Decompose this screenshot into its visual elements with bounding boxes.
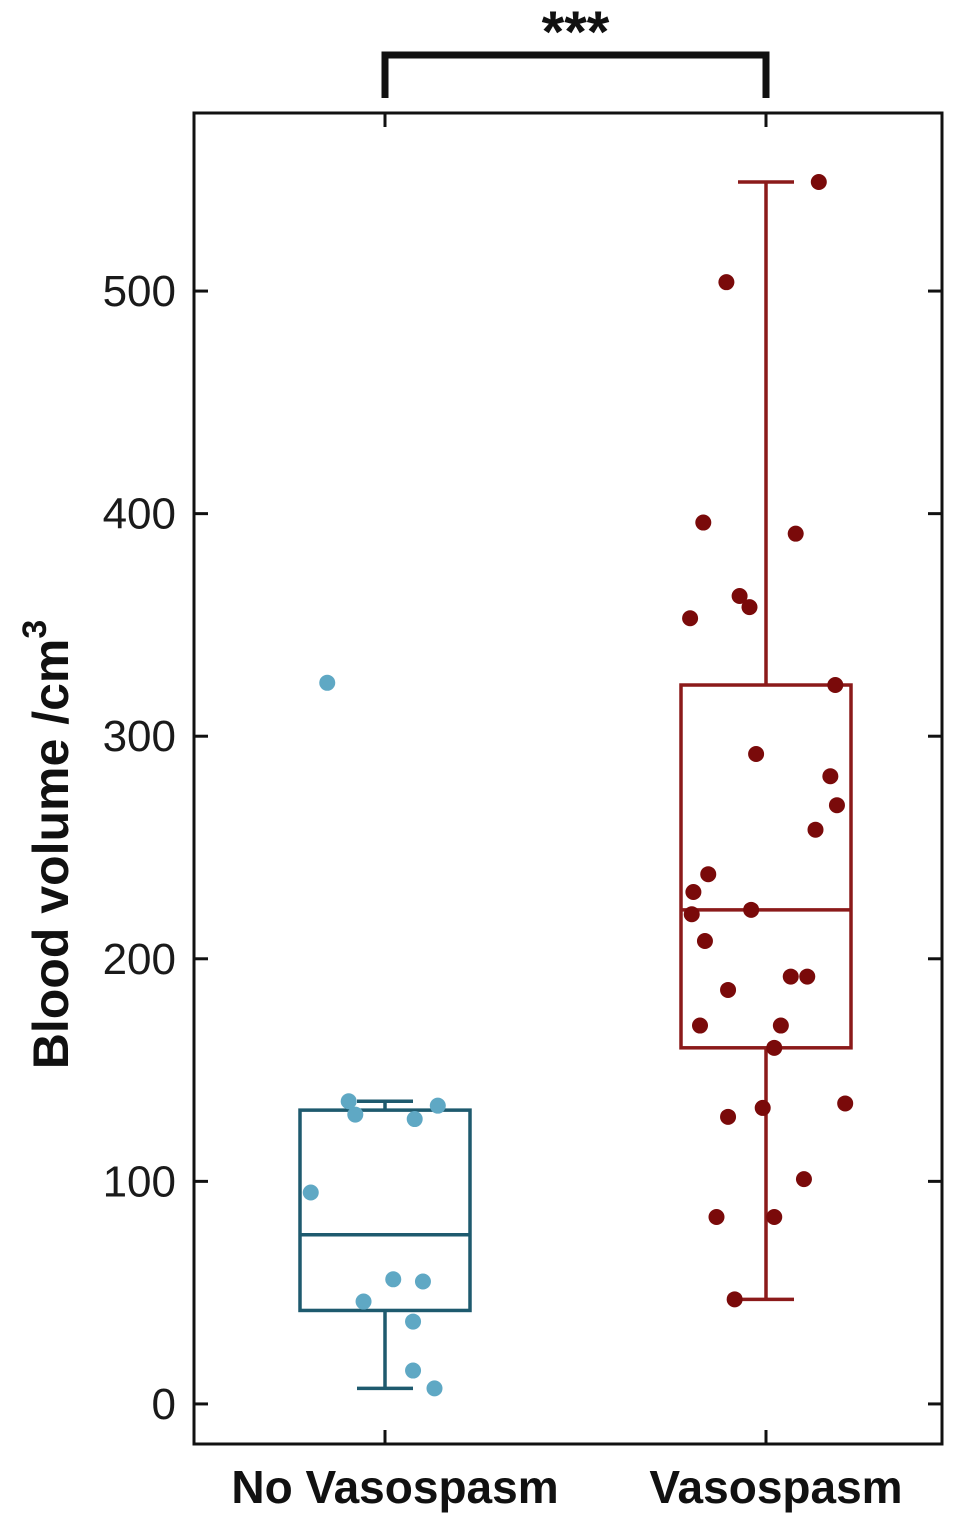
data-point bbox=[405, 1313, 422, 1330]
data-point bbox=[708, 1208, 725, 1225]
data-point bbox=[720, 981, 737, 998]
data-point bbox=[385, 1271, 402, 1288]
data-point bbox=[414, 1273, 431, 1290]
y-tick-label: 100 bbox=[103, 1157, 176, 1206]
plot-frame bbox=[192, 111, 944, 1446]
y-tick-label: 300 bbox=[103, 712, 176, 761]
data-point bbox=[319, 674, 336, 691]
y-tick-label: 500 bbox=[103, 267, 176, 316]
data-point bbox=[827, 677, 844, 694]
y-axis-label: Blood volume /cm3 bbox=[16, 620, 79, 1070]
data-point bbox=[685, 884, 702, 901]
significance-bracket bbox=[381, 51, 770, 98]
data-point bbox=[718, 274, 735, 291]
x-category-label: No Vasospasm bbox=[231, 1461, 558, 1513]
data-point bbox=[795, 1171, 812, 1188]
data-point bbox=[683, 906, 700, 923]
data-point bbox=[810, 173, 827, 190]
data-point bbox=[429, 1097, 446, 1114]
y-axis-label-text: Blood volume /cm bbox=[23, 639, 79, 1070]
data-point bbox=[347, 1106, 364, 1123]
data-point bbox=[787, 525, 804, 542]
data-point bbox=[828, 797, 845, 814]
data-point bbox=[822, 768, 839, 785]
box-group-vasospasm bbox=[679, 173, 854, 1308]
significance-layer: *** bbox=[381, 0, 770, 98]
data-point bbox=[426, 1380, 443, 1397]
data-point bbox=[302, 1184, 319, 1201]
box-group-no-vasospasm bbox=[298, 674, 472, 1397]
y-tick-label: 400 bbox=[103, 490, 176, 539]
axes: 0 100 200 300 400 500 No Vasospasm Vasospasm bbox=[103, 111, 944, 1513]
data-point bbox=[355, 1293, 372, 1310]
data-point bbox=[696, 932, 713, 949]
iqr-box bbox=[679, 683, 853, 1050]
data-point bbox=[782, 968, 799, 985]
data-point bbox=[700, 866, 717, 883]
data-point bbox=[837, 1095, 854, 1112]
data-point bbox=[720, 1108, 737, 1125]
data-point bbox=[731, 587, 748, 604]
plot-area bbox=[298, 173, 854, 1397]
data-point bbox=[406, 1111, 423, 1128]
x-category-label: Vasospasm bbox=[649, 1461, 902, 1513]
data-point bbox=[741, 599, 758, 616]
data-point bbox=[754, 1099, 771, 1116]
data-point bbox=[772, 1017, 789, 1034]
data-point bbox=[692, 1017, 708, 1034]
y-axis-label-superscript: 3 bbox=[16, 620, 54, 639]
data-point bbox=[695, 514, 712, 531]
data-point bbox=[766, 1208, 783, 1225]
data-point bbox=[799, 968, 816, 985]
data-point bbox=[340, 1093, 357, 1110]
y-tick-label: 200 bbox=[103, 935, 176, 984]
data-point bbox=[807, 821, 824, 838]
data-point bbox=[748, 746, 765, 763]
data-point bbox=[766, 1039, 783, 1056]
data-point bbox=[682, 610, 699, 627]
data-point bbox=[405, 1362, 422, 1379]
y-tick-label: 0 bbox=[152, 1380, 176, 1429]
iqr-box bbox=[298, 1108, 472, 1313]
data-point bbox=[726, 1291, 743, 1308]
data-point bbox=[743, 901, 760, 918]
